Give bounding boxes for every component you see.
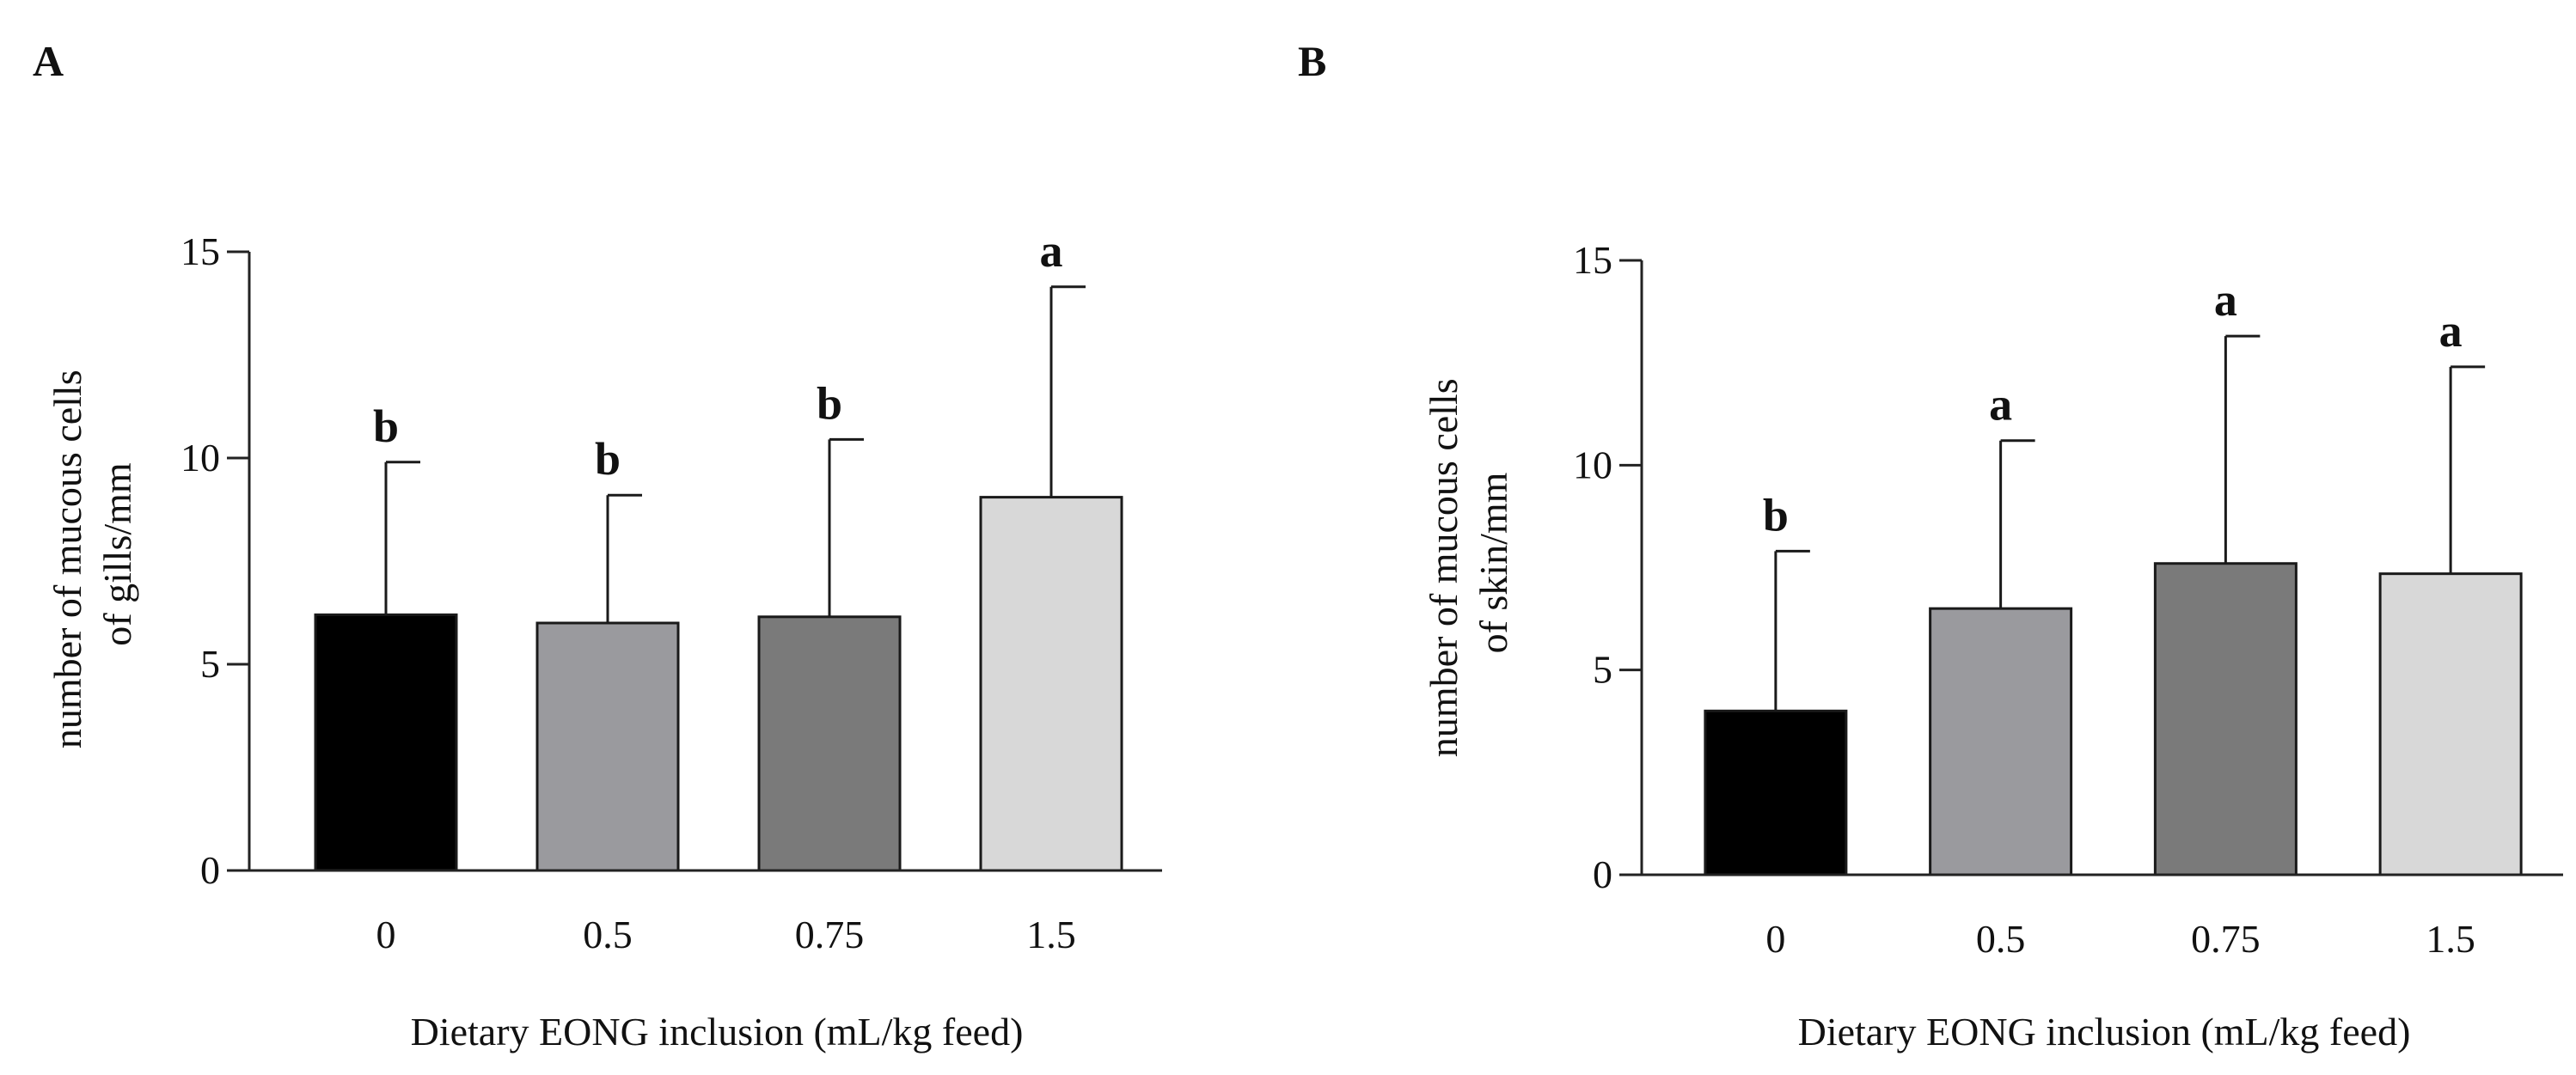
bars-a xyxy=(314,496,1123,872)
y-axis-title-b-line-1: number of mucous cells xyxy=(1422,378,1465,757)
y-axis-title-a-line-1: number of mucous cells xyxy=(46,370,89,748)
y-axis-title-b-line-2: of skin/mm xyxy=(1472,472,1515,653)
bar-a-3 xyxy=(979,496,1123,872)
x-tick-label-a-3: 1.5 xyxy=(1026,913,1076,956)
error-bar-a-0 xyxy=(384,461,420,615)
x-axis-title-b: Dietary EONG inclusion (mL/kg feed) xyxy=(1798,1010,2411,1054)
y-axis-title-a: number of mucous cells of gills/mm xyxy=(46,360,139,748)
error-bar-b-0 xyxy=(1774,549,1810,712)
y-tick-label-b-1: 5 xyxy=(1593,648,1612,692)
chart-panel-b: B 0 5 10 15 0 0.5 0.75 1.5 b a a a number of muco… xyxy=(1298,37,2563,1054)
error-bars-a xyxy=(384,285,1086,623)
y-tick-label-b-3: 15 xyxy=(1573,238,1612,282)
significance-letter-a-2: b xyxy=(817,377,842,429)
error-bars-b xyxy=(1774,334,2486,712)
bar-a-2 xyxy=(757,615,902,872)
x-tick-label-b-0: 0 xyxy=(1765,917,1785,961)
significance-letter-a-0: b xyxy=(373,400,399,452)
y-axis-title-b: number of mucous cells of skin/mm xyxy=(1422,369,1515,757)
y-tick-label-b-0: 0 xyxy=(1593,852,1612,896)
x-tick-label-b-2: 0.75 xyxy=(2191,917,2261,961)
panel-label-b: B xyxy=(1298,37,1326,85)
x-tick-labels-b: 0 0.5 0.75 1.5 xyxy=(1765,917,2475,961)
bar-b-0 xyxy=(1704,709,1848,876)
y-axis-title-a-line-2: of gills/mm xyxy=(95,462,139,646)
axes-b xyxy=(1619,259,2563,876)
bars-b xyxy=(1704,562,2523,876)
y-tick-label-b-2: 10 xyxy=(1573,443,1612,486)
y-tick-label-a-0: 0 xyxy=(200,848,220,892)
error-bar-a-3 xyxy=(1049,285,1086,498)
x-tick-labels-a: 0 0.5 0.75 1.5 xyxy=(376,913,1076,956)
significance-letters-a: b b b a xyxy=(373,225,1063,485)
x-axis-title-a: Dietary EONG inclusion (mL/kg feed) xyxy=(411,1010,1024,1054)
bar-b-3 xyxy=(2378,572,2523,876)
error-bar-a-2 xyxy=(828,437,864,617)
y-tick-labels-a: 0 5 10 15 xyxy=(181,229,220,892)
significance-letter-b-3: a xyxy=(2439,305,2463,357)
significance-letter-b-2: a xyxy=(2214,274,2237,326)
significance-letters-b: b a a a xyxy=(1763,274,2463,541)
axes-a xyxy=(227,250,1162,872)
significance-letter-b-0: b xyxy=(1763,489,1789,541)
significance-letter-b-1: a xyxy=(1989,379,2012,431)
x-tick-label-b-3: 1.5 xyxy=(2426,917,2475,961)
y-tick-label-a-2: 10 xyxy=(181,436,220,479)
error-bar-b-3 xyxy=(2449,365,2486,574)
error-bar-a-1 xyxy=(606,493,642,623)
significance-letter-a-3: a xyxy=(1040,225,1063,277)
error-bar-b-1 xyxy=(1999,439,2035,609)
x-tick-label-b-1: 0.5 xyxy=(1976,917,2026,961)
y-tick-label-a-1: 5 xyxy=(200,642,220,686)
x-tick-label-a-0: 0 xyxy=(376,913,396,956)
y-tick-label-a-3: 15 xyxy=(181,229,220,273)
bar-b-2 xyxy=(2153,562,2298,876)
x-tick-label-a-1: 0.5 xyxy=(583,913,633,956)
x-tick-label-a-2: 0.75 xyxy=(795,913,865,956)
significance-letter-a-1: b xyxy=(595,433,621,485)
bar-a-0 xyxy=(314,613,458,872)
bar-b-1 xyxy=(1929,607,2073,876)
bar-a-1 xyxy=(535,621,680,872)
y-tick-labels-b: 0 5 10 15 xyxy=(1573,238,1612,896)
error-bar-b-2 xyxy=(2224,334,2261,564)
chart-panel-a: A 0 5 10 15 0 0.5 0.75 1.5 b b b a number of muco… xyxy=(33,37,1162,1054)
panel-label-a: A xyxy=(33,37,64,85)
